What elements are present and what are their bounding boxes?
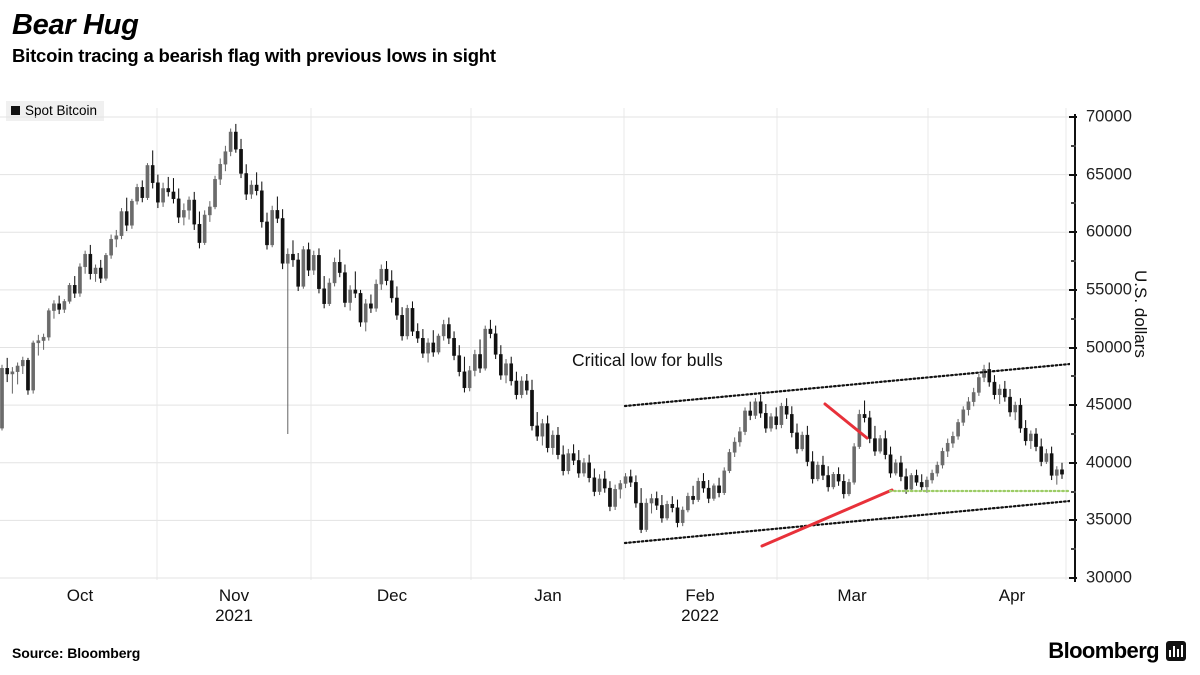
x-axis-tick-label-feb: Feb [685,586,715,605]
y-axis-tick [1069,288,1077,291]
y-axis-tick-label: 65000 [1086,165,1132,184]
y-axis-minor-tick [1071,548,1076,551]
x-axis-year-label: 2022 [681,606,719,625]
candlestick-chart [0,108,1070,580]
y-axis-tick-label: 50000 [1086,338,1132,356]
y-axis-tick [1069,404,1077,407]
y-axis-tick [1069,519,1077,522]
x-axis-year-label: 2021 [215,606,253,625]
y-axis-title: U.S. dollars [1131,270,1150,358]
y-axis-tick [1069,346,1077,349]
source-note: Source: Bloomberg [12,645,141,661]
x-axis-tick-label-jan: Jan [534,586,562,605]
y-axis-tick [1069,173,1077,176]
flag-pole-red [823,402,869,440]
chart-header: Bear Hug Bitcoin tracing a bearish flag … [12,8,496,68]
y-axis-tick-label: 70000 [1086,107,1132,126]
y-axis-tick [1069,577,1077,579]
y-axis-tick-label: 40000 [1086,453,1132,472]
legend-swatch-icon [11,106,20,115]
y-axis-tick-label: 60000 [1086,222,1132,241]
chart-legend: Spot Bitcoin [6,101,105,121]
y-axis-tick [1069,461,1077,464]
y-axis-tick [1069,231,1077,234]
x-axis: Oct Nov 2021 Dec Jan Feb 2022 Mar Apr [0,582,1070,642]
y-axis-minor-tick [1071,490,1076,493]
page-subtitle: Bitcoin tracing a bearish flag with prev… [12,45,496,66]
page-title: Bear Hug [12,9,139,41]
bloomberg-brand: Bloomberg [1048,638,1186,664]
y-axis-minor-tick [1071,317,1076,320]
y-axis-tick-label: 30000 [1086,568,1132,587]
brand-name: Bloomberg [1048,638,1159,663]
x-axis-tick-label-nov: Nov [218,586,250,605]
critical-low-for-bulls: Critical low for bulls [572,350,723,370]
x-axis-tick-label-dec: Dec [376,586,408,605]
legend-label: Spot Bitcoin [25,103,98,118]
y-axis-tick [1069,116,1077,118]
y-axis-minor-tick [1071,432,1076,435]
y-axis-tick-label: 45000 [1086,395,1132,414]
y-axis-minor-tick [1071,202,1076,205]
x-axis-tick-label-oct: Oct [66,586,94,605]
y-axis-minor-tick [1071,144,1076,147]
y-axis-minor-tick [1071,375,1076,378]
upper-channel-dotted [623,362,1070,408]
y-axis: 30000 35000 40000 45000 50000 55000 60000 65000… [1068,100,1148,590]
x-axis-tick-label-mar: Mar [837,586,867,605]
plot-area [0,108,1070,580]
y-axis-tick-label: 55000 [1086,280,1132,299]
y-axis-tick-label: 35000 [1086,510,1132,529]
flag-support-red [760,488,894,548]
y-axis-minor-tick [1071,260,1076,263]
bloomberg-terminal-icon [1166,641,1186,661]
lower-channel-dotted [623,499,1070,545]
x-axis-tick-label-apr: Apr [998,586,1026,605]
